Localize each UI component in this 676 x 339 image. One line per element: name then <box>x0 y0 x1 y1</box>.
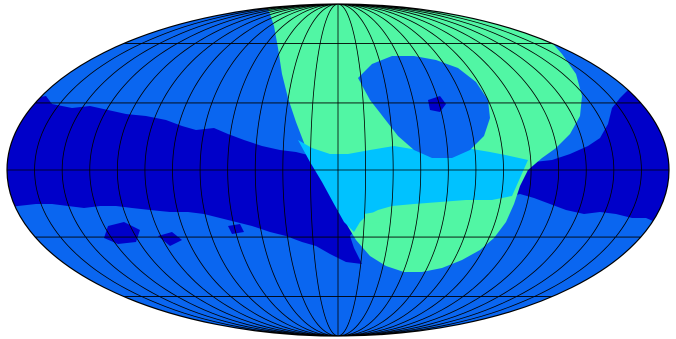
overlap-region <box>298 140 528 232</box>
map-outline <box>6 3 670 337</box>
bright-region-swoosh <box>150 4 582 272</box>
dark-blob-3 <box>228 224 244 234</box>
dark-loop-speckle <box>428 96 446 112</box>
bright-fleck <box>364 212 380 224</box>
dark-loop-region <box>358 56 490 158</box>
graticule <box>7 3 669 337</box>
dark-blob-2 <box>158 232 182 246</box>
